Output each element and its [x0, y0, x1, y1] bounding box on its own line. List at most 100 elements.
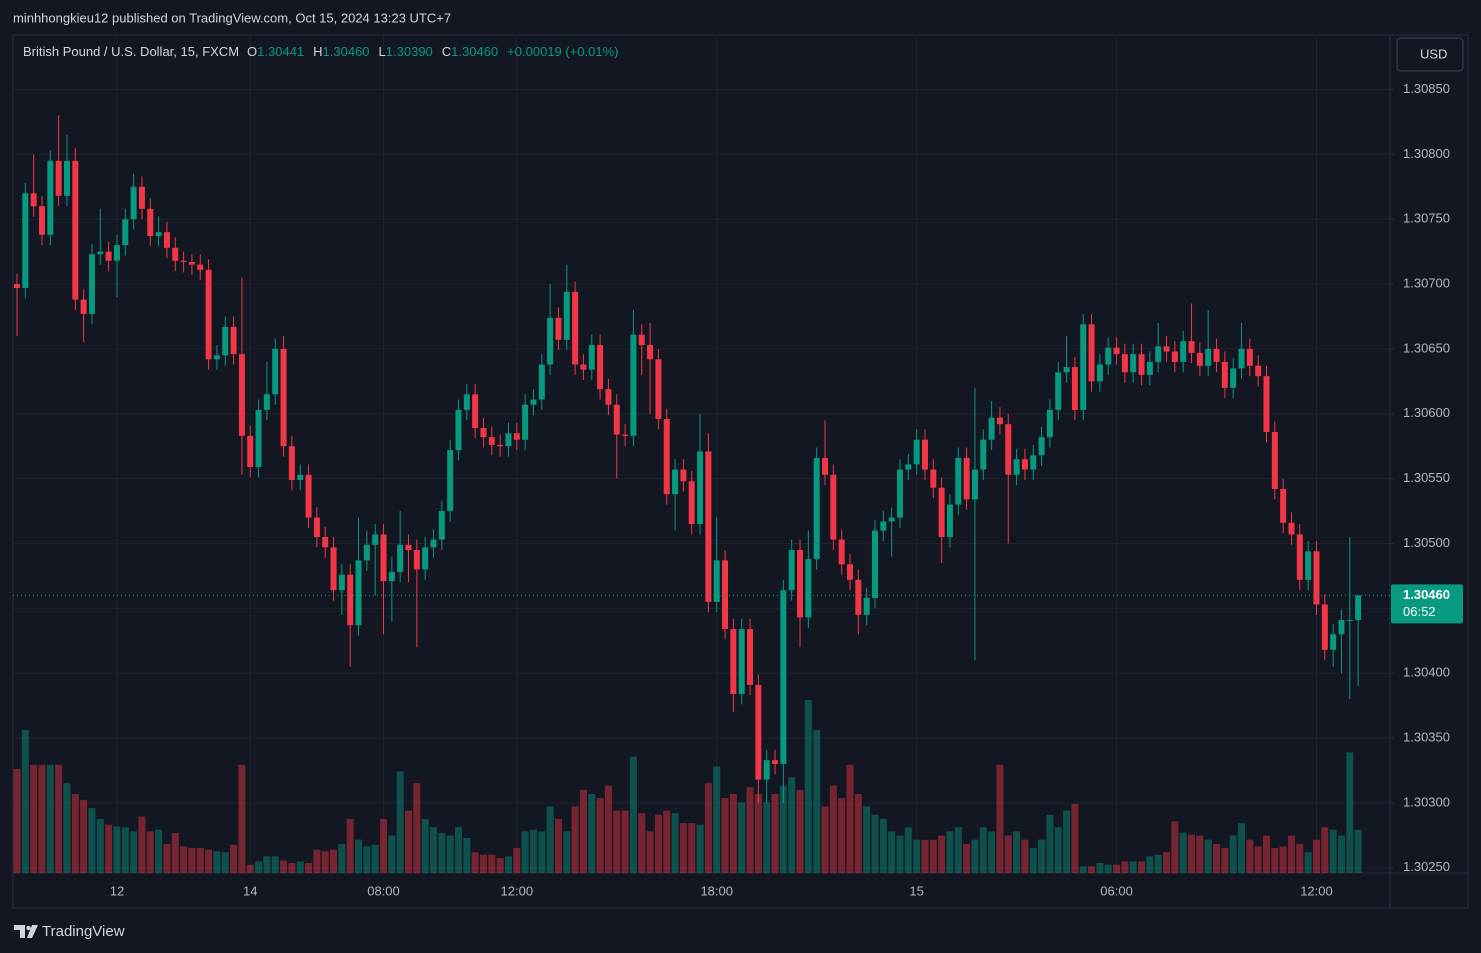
volume-bar: [988, 831, 996, 873]
candle-body: [322, 537, 329, 548]
candle-body: [847, 564, 853, 580]
candle-body: [1138, 354, 1145, 375]
volume-bar: [238, 764, 246, 873]
volume-bar: [246, 864, 254, 873]
candle-body: [163, 232, 170, 248]
candle-body: [1346, 620, 1353, 622]
volume-bar: [1213, 843, 1221, 873]
volume-bar: [829, 785, 837, 873]
volume-bar: [1346, 752, 1354, 873]
x-tick-label: 15: [909, 883, 923, 898]
volume-bar: [38, 764, 46, 873]
candle-body: [1330, 634, 1337, 650]
volume-bar: [196, 848, 204, 873]
currency[interactable]: USD: [1420, 46, 1447, 61]
candle-body: [672, 469, 679, 495]
candle-body: [597, 345, 604, 390]
candle-body: [655, 359, 662, 419]
volume-bar: [1229, 835, 1237, 873]
volume-bar: [1063, 810, 1071, 873]
volume-bar: [696, 824, 704, 873]
candle-body: [272, 348, 279, 395]
candle-body: [988, 417, 995, 440]
volume-bar: [854, 793, 862, 873]
volume-bar: [163, 843, 171, 873]
candle-body: [605, 389, 612, 405]
candle-body: [530, 399, 537, 405]
candle-body: [22, 193, 29, 288]
volume-bar: [355, 839, 363, 873]
volume-bar: [1046, 814, 1054, 873]
volume-bar: [813, 729, 821, 873]
volume-bar: [846, 764, 854, 873]
candle-body: [871, 530, 878, 598]
legend-value: 1.30460: [451, 44, 498, 59]
volume-bar: [80, 799, 88, 873]
currency-button[interactable]: [1396, 37, 1464, 72]
volume-bar: [146, 831, 154, 873]
volume-bar: [1337, 835, 1345, 873]
volume-bar: [1104, 864, 1112, 873]
candle-body: [580, 364, 587, 370]
volume-bar: [1221, 848, 1229, 873]
legend-value: 1.30390: [386, 44, 433, 59]
candle-body: [713, 560, 720, 602]
x-tick-label: 18:00: [700, 883, 733, 898]
volume-bar: [754, 793, 762, 873]
volume-bar: [738, 802, 746, 873]
candle-body: [1246, 348, 1253, 366]
volume-bar: [213, 851, 221, 873]
volume-bar: [221, 852, 229, 873]
volume-bar: [55, 764, 63, 873]
volume-bar: [879, 818, 887, 873]
volume-bar: [313, 849, 321, 873]
volume-bar: [1171, 821, 1179, 873]
volume-bar: [1154, 854, 1162, 873]
volume-bar: [771, 793, 779, 873]
volume-bar: [21, 729, 29, 873]
volume-bar: [113, 826, 121, 873]
candle-body: [180, 260, 187, 263]
volume-bar: [479, 854, 487, 873]
candle-body: [247, 435, 254, 467]
candle-body: [730, 629, 737, 694]
volume-bar: [1196, 835, 1204, 873]
volume-bar: [613, 810, 621, 873]
candle-body: [1288, 522, 1295, 535]
volume-bar: [863, 806, 871, 873]
volume-bar: [554, 818, 562, 873]
candle-body: [763, 760, 770, 780]
candle-body: [863, 597, 870, 615]
candle-body: [330, 547, 337, 591]
candle-body: [1313, 551, 1320, 605]
candle-body: [563, 291, 570, 340]
candle-body: [755, 684, 762, 780]
legend-key: C: [442, 44, 451, 59]
volume-bar: [30, 764, 38, 873]
candle-body: [838, 539, 845, 565]
candle-body: [1063, 367, 1070, 373]
volume-bar: [180, 846, 188, 873]
volume-bar: [779, 785, 787, 873]
volume-bar: [679, 823, 687, 873]
volume-bar: [496, 858, 504, 873]
candle-body: [472, 394, 479, 429]
candle-body: [1005, 424, 1012, 475]
candle-body: [97, 251, 104, 255]
candle-body: [1021, 459, 1028, 470]
candle-body: [1296, 534, 1303, 580]
volume-bar: [338, 843, 346, 873]
y-tick-label: 1.30700: [1403, 276, 1450, 291]
volume-bar: [938, 835, 946, 873]
candle-body: [213, 355, 220, 360]
volume-bar: [130, 831, 138, 873]
candle-body: [30, 193, 37, 207]
candle-body: [197, 264, 204, 270]
volume-bar: [271, 856, 279, 873]
x-tick-label: 12:00: [501, 883, 534, 898]
candle-body: [130, 186, 137, 220]
candle-body: [1155, 346, 1162, 362]
volume-bar: [1163, 852, 1171, 873]
candle-body: [455, 409, 462, 451]
